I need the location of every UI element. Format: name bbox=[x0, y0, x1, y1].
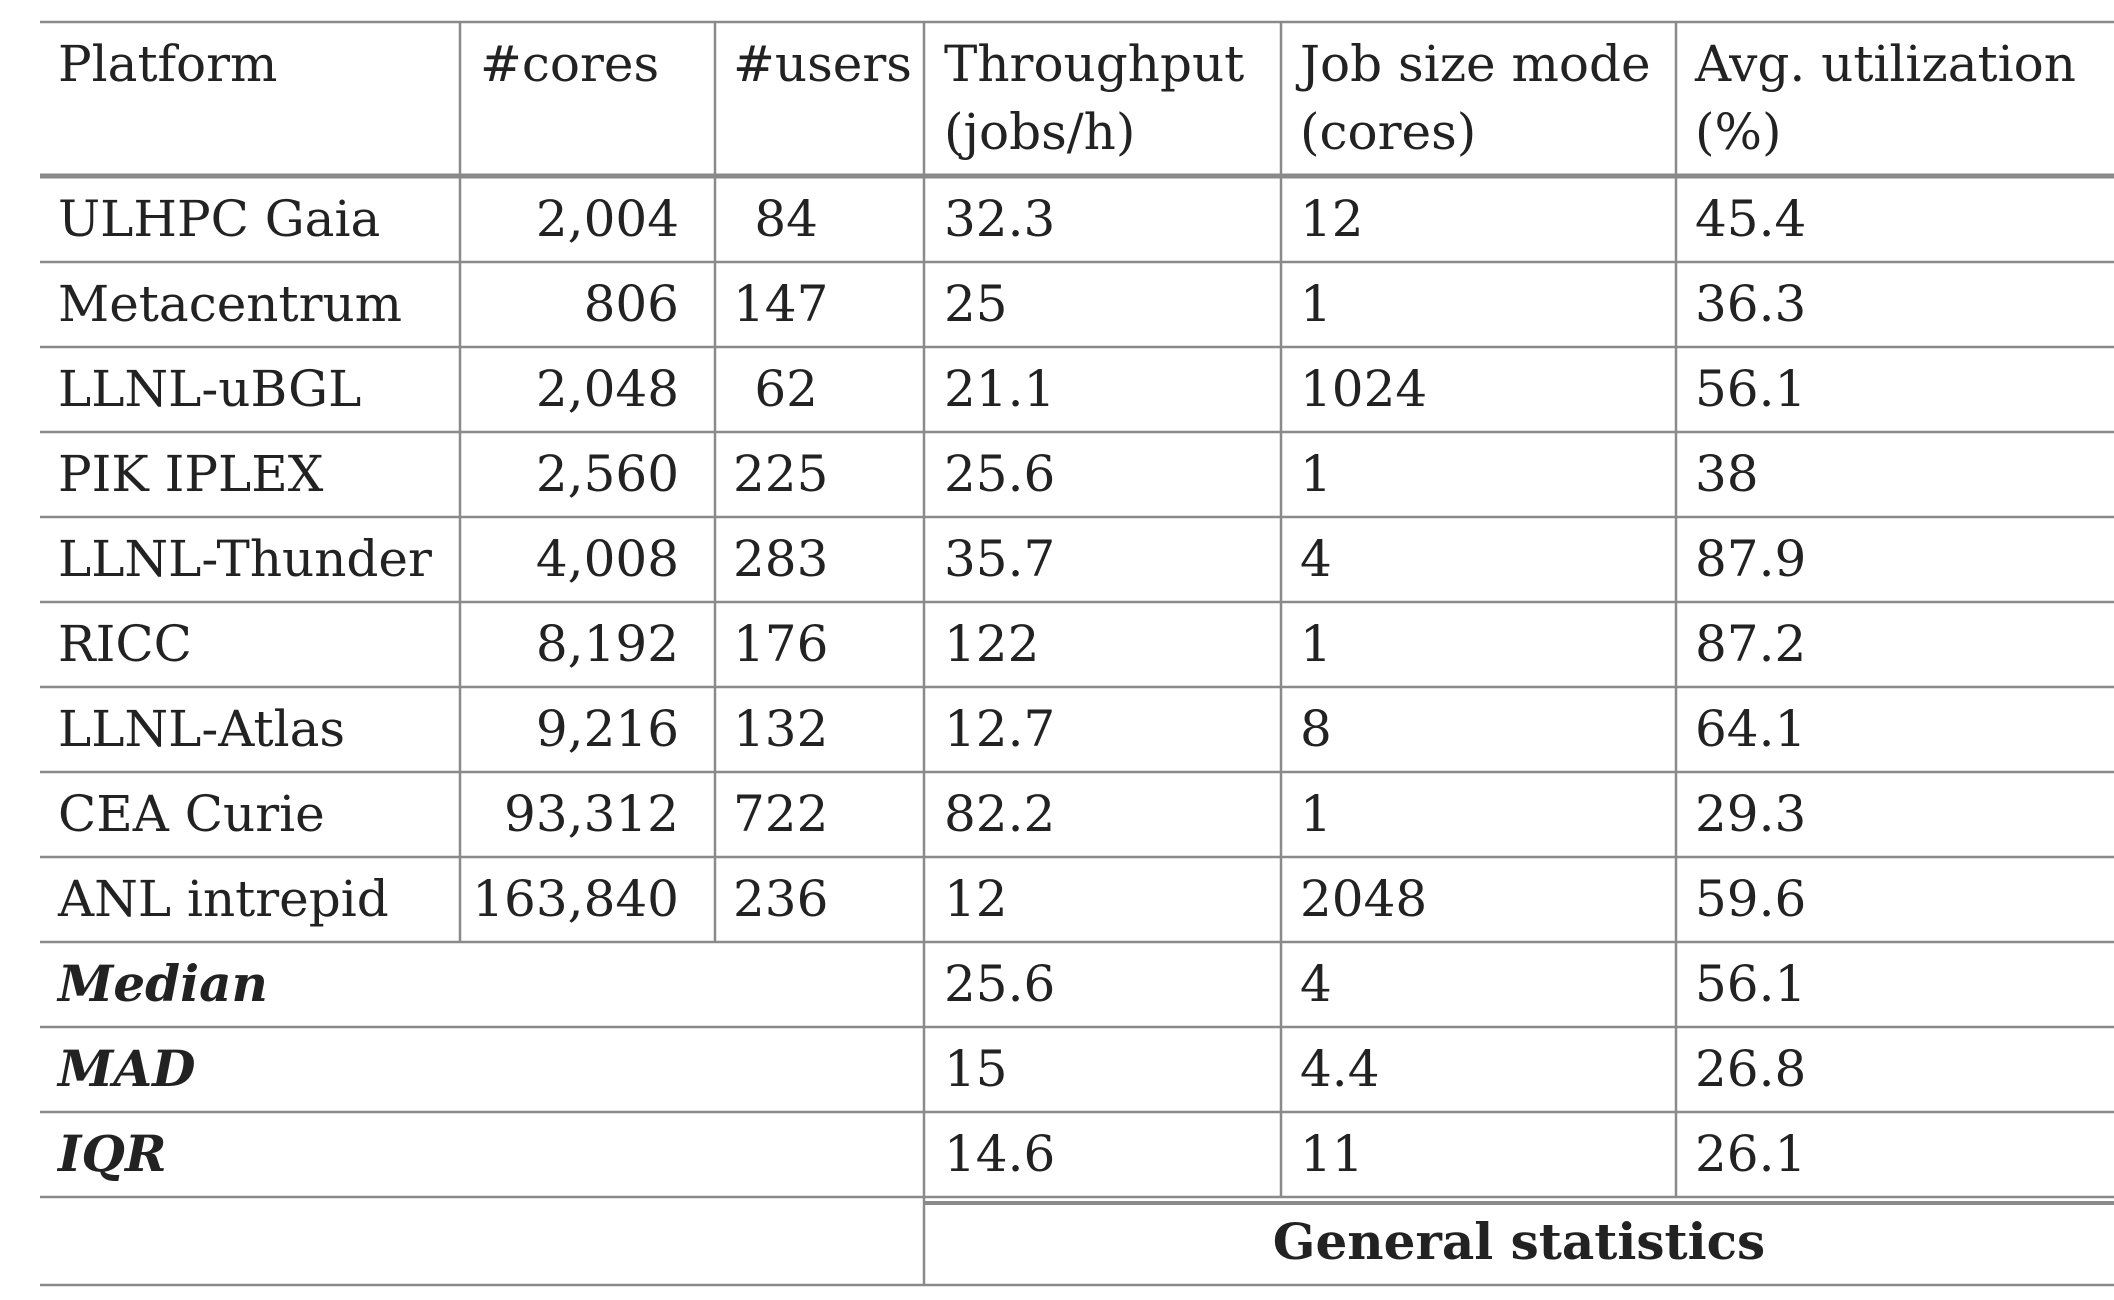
cell-jobsize: 4 bbox=[1300, 530, 1332, 588]
stat-jobsize: 11 bbox=[1300, 1125, 1364, 1183]
header-utilization-unit: (%) bbox=[1695, 103, 1782, 161]
stat-utilization: 56.1 bbox=[1695, 955, 1807, 1013]
stat-utilization: 26.1 bbox=[1695, 1125, 1807, 1183]
cell-utilization: 59.6 bbox=[1695, 870, 1807, 928]
cell-throughput: 122 bbox=[944, 615, 1040, 673]
cell-cores: 2,048 bbox=[535, 360, 679, 418]
cell-platform: LLNL-Thunder bbox=[58, 530, 432, 588]
header-users: #users bbox=[733, 35, 912, 93]
cell-jobsize: 2048 bbox=[1300, 870, 1428, 928]
cell-users: 84 bbox=[754, 190, 818, 248]
cell-jobsize: 12 bbox=[1300, 190, 1364, 248]
header-jobsize-unit: (cores) bbox=[1300, 103, 1477, 161]
cell-utilization: 87.2 bbox=[1695, 615, 1807, 673]
cell-users: 62 bbox=[754, 360, 818, 418]
cell-platform: ULHPC Gaia bbox=[58, 190, 381, 248]
cell-utilization: 56.1 bbox=[1695, 360, 1807, 418]
cell-cores: 2,004 bbox=[535, 190, 679, 248]
cell-jobsize: 1 bbox=[1300, 275, 1332, 333]
stat-label-median: Median bbox=[58, 954, 268, 1013]
cell-platform: Metacentrum bbox=[58, 275, 403, 333]
cell-users: 283 bbox=[733, 530, 829, 588]
stat-utilization: 26.8 bbox=[1695, 1040, 1807, 1098]
cell-throughput: 21.1 bbox=[944, 360, 1056, 418]
cell-users: 722 bbox=[733, 785, 829, 843]
cell-throughput: 32.3 bbox=[944, 190, 1056, 248]
cell-users: 236 bbox=[733, 870, 829, 928]
header-utilization: Avg. utilization bbox=[1695, 35, 2076, 93]
cell-utilization: 87.9 bbox=[1695, 530, 1807, 588]
stat-jobsize: 4 bbox=[1300, 955, 1332, 1013]
stat-label-iqr: IQR bbox=[58, 1124, 167, 1183]
cell-cores: 93,312 bbox=[504, 785, 679, 843]
cell-platform: RICC bbox=[58, 615, 192, 673]
cell-jobsize: 1 bbox=[1300, 445, 1332, 503]
cell-utilization: 38 bbox=[1695, 445, 1759, 503]
cell-jobsize: 8 bbox=[1300, 700, 1332, 758]
cell-throughput: 12 bbox=[944, 870, 1008, 928]
cell-utilization: 64.1 bbox=[1695, 700, 1807, 758]
cell-throughput: 25.6 bbox=[944, 445, 1056, 503]
cell-cores: 2,560 bbox=[535, 445, 679, 503]
cell-utilization: 45.4 bbox=[1695, 190, 1807, 248]
cell-users: 225 bbox=[733, 445, 829, 503]
header-platform: Platform bbox=[58, 35, 278, 93]
header-throughput: Throughput bbox=[944, 35, 1245, 93]
cell-cores: 8,192 bbox=[535, 615, 679, 673]
table-caption: General statistics bbox=[1272, 1212, 1766, 1271]
cell-platform: PIK IPLEX bbox=[58, 445, 324, 503]
cell-utilization: 36.3 bbox=[1695, 275, 1807, 333]
cell-platform: CEA Curie bbox=[58, 785, 325, 843]
cell-throughput: 82.2 bbox=[944, 785, 1056, 843]
cell-throughput: 35.7 bbox=[944, 530, 1056, 588]
stat-throughput: 14.6 bbox=[944, 1125, 1056, 1183]
header-jobsize: Job size mode bbox=[1300, 35, 1651, 93]
cell-throughput: 25 bbox=[944, 275, 1008, 333]
header-cores: #cores bbox=[480, 35, 660, 93]
cell-users: 147 bbox=[733, 275, 829, 333]
cell-jobsize: 1 bbox=[1300, 615, 1332, 673]
cell-utilization: 29.3 bbox=[1695, 785, 1807, 843]
cell-cores: 806 bbox=[583, 275, 679, 333]
cell-cores: 9,216 bbox=[535, 700, 679, 758]
cell-platform: LLNL-Atlas bbox=[58, 700, 346, 758]
stat-label-mad: MAD bbox=[58, 1039, 196, 1098]
cell-jobsize: 1 bbox=[1300, 785, 1332, 843]
cell-cores: 4,008 bbox=[535, 530, 679, 588]
stat-jobsize: 4.4 bbox=[1300, 1040, 1380, 1098]
stat-throughput: 25.6 bbox=[944, 955, 1056, 1013]
cell-jobsize: 1024 bbox=[1300, 360, 1428, 418]
cell-users: 132 bbox=[733, 700, 829, 758]
cell-cores: 163,840 bbox=[472, 870, 679, 928]
cell-platform: ANL intrepid bbox=[58, 870, 389, 928]
cell-platform: LLNL-uBGL bbox=[58, 360, 362, 418]
stat-throughput: 15 bbox=[944, 1040, 1008, 1098]
cell-throughput: 12.7 bbox=[944, 700, 1056, 758]
cell-users: 176 bbox=[733, 615, 829, 673]
header-throughput-unit: (jobs/h) bbox=[944, 103, 1136, 161]
